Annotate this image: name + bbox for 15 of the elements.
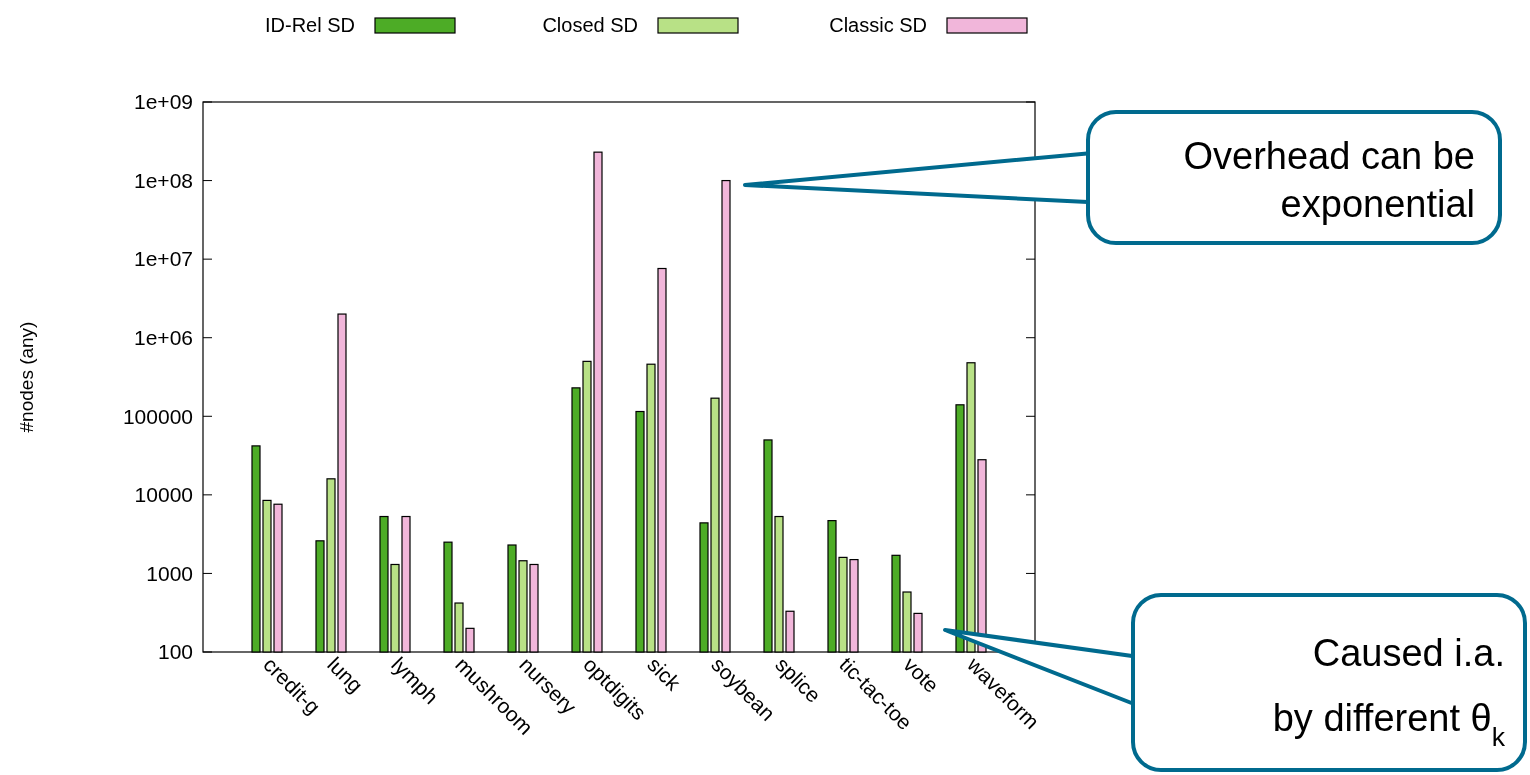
y-tick-label: 1e+07: [134, 247, 193, 271]
y-tick-label: 100: [157, 640, 193, 664]
legend-label: Closed SD: [542, 14, 638, 36]
y-tick-label: 1000: [146, 561, 193, 585]
y-tick-label: 100000: [122, 404, 193, 428]
legend-label: Classic SD: [829, 14, 927, 36]
x-tick-label: sick: [643, 652, 686, 695]
text: Caused i.a. by different θ$_{k}$: [1272, 632, 1506, 752]
text: Overhead can be exponential: [1183, 134, 1475, 225]
y-axis-title: #nodes (any): [16, 321, 37, 433]
y-tick-label: 1e+08: [134, 168, 193, 192]
y-tick-label: 1e+06: [134, 326, 193, 350]
y-tick-label: 1e+09: [134, 90, 193, 114]
y-tick-label: 10000: [134, 483, 193, 507]
legend-label: ID-Rel SD: [264, 14, 355, 36]
